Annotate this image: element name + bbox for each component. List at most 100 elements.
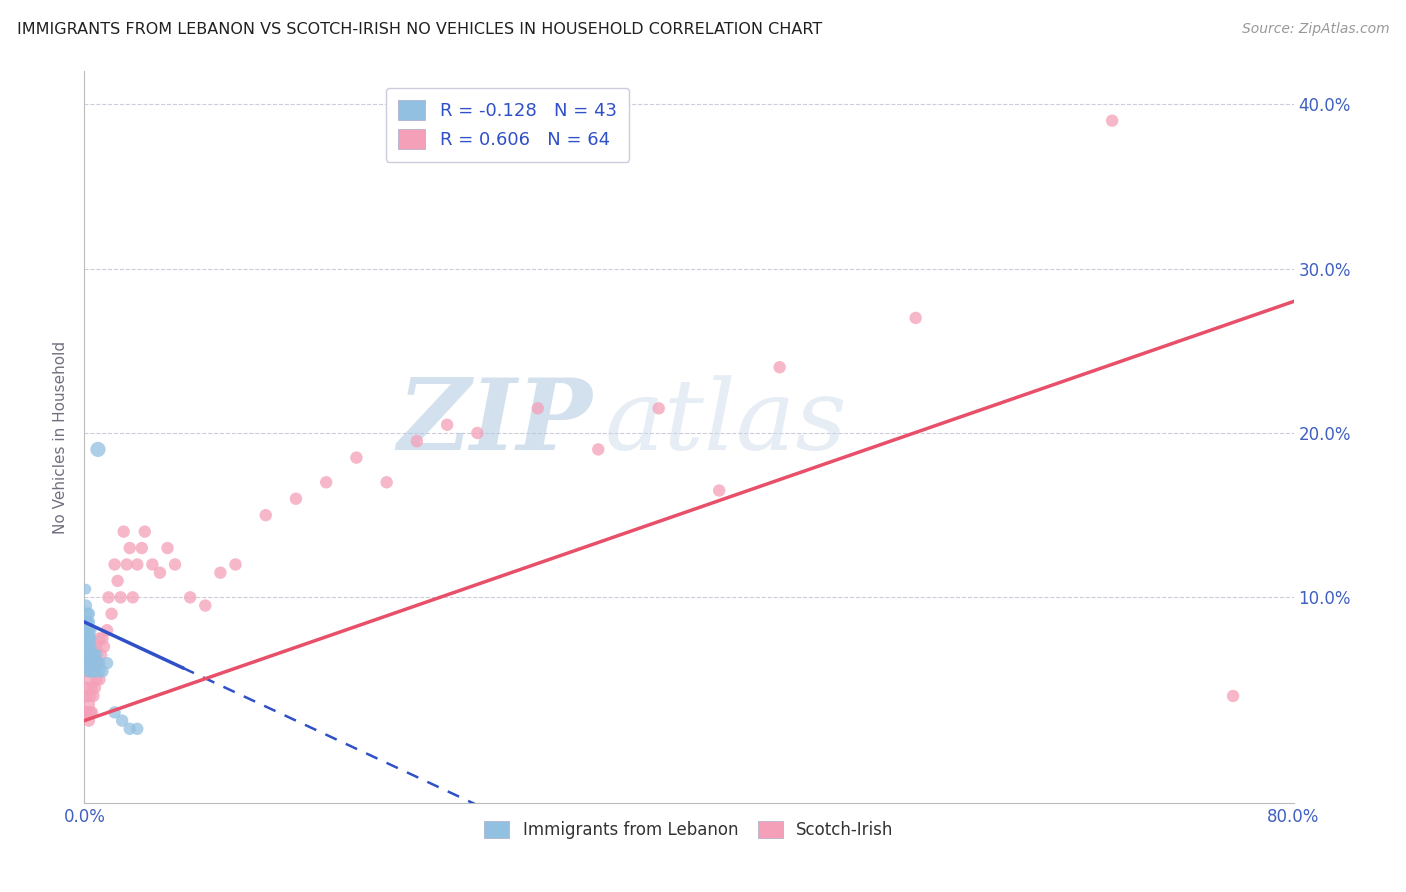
Point [115, 558, 138, 572]
Point [104, 706, 127, 720]
Point [80, 648, 103, 662]
Point [76, 615, 98, 629]
Point [87, 656, 110, 670]
Point [97, 591, 120, 605]
Point [76, 656, 98, 670]
Point [588, 442, 610, 457]
Point [76, 681, 98, 695]
Text: ZIP: ZIP [398, 375, 592, 471]
Point [86, 656, 108, 670]
Point [87, 442, 110, 457]
Point [127, 558, 149, 572]
Point [76, 632, 98, 646]
Point [194, 599, 217, 613]
Point [769, 360, 792, 375]
Point [75, 582, 97, 596]
Point [527, 401, 550, 416]
Point [225, 558, 247, 572]
Point [77, 615, 100, 629]
Point [77, 640, 100, 654]
Point [436, 417, 458, 432]
Point [75, 615, 97, 629]
Y-axis label: No Vehicles in Household: No Vehicles in Household [53, 341, 69, 533]
Point [84, 648, 107, 662]
Point [79, 689, 101, 703]
Point [648, 401, 671, 416]
Point [131, 541, 153, 555]
Text: Source: ZipAtlas.com: Source: ZipAtlas.com [1241, 22, 1389, 37]
Point [79, 706, 101, 720]
Point [84, 681, 107, 695]
Legend: Immigrants from Lebanon, Scotch-Irish: Immigrants from Lebanon, Scotch-Irish [478, 814, 900, 846]
Point [77, 624, 100, 638]
Point [76, 648, 98, 662]
Point [86, 673, 108, 687]
Point [375, 475, 398, 490]
Point [904, 310, 927, 325]
Point [79, 665, 101, 679]
Point [75, 648, 97, 662]
Point [84, 665, 107, 679]
Point [111, 714, 134, 728]
Point [91, 632, 114, 646]
Point [134, 524, 156, 539]
Point [80, 656, 103, 670]
Point [80, 706, 103, 720]
Point [89, 656, 111, 670]
Point [79, 624, 101, 638]
Point [82, 656, 104, 670]
Point [118, 722, 141, 736]
Point [76, 607, 98, 621]
Point [80, 681, 103, 695]
Point [77, 673, 100, 687]
Point [100, 607, 122, 621]
Point [91, 665, 114, 679]
Point [165, 558, 187, 572]
Point [118, 541, 141, 555]
Point [149, 566, 172, 580]
Point [82, 689, 104, 703]
Point [110, 591, 132, 605]
Point [77, 648, 100, 662]
Point [209, 566, 232, 580]
Point [79, 632, 101, 646]
Point [121, 591, 143, 605]
Point [79, 648, 101, 662]
Point [107, 574, 129, 588]
Point [80, 656, 103, 670]
Point [77, 632, 100, 646]
Point [96, 656, 118, 670]
Point [90, 648, 112, 662]
Point [346, 450, 368, 465]
Point [254, 508, 277, 523]
Point [467, 425, 489, 440]
Point [76, 624, 98, 638]
Point [285, 491, 308, 506]
Point [76, 640, 98, 654]
Point [79, 656, 101, 670]
Point [86, 648, 108, 662]
Point [127, 722, 149, 736]
Point [82, 648, 104, 662]
Point [79, 656, 101, 670]
Point [104, 558, 127, 572]
Point [89, 673, 111, 687]
Point [75, 706, 97, 720]
Point [86, 640, 108, 654]
Point [77, 656, 100, 670]
Point [77, 714, 100, 728]
Point [406, 434, 429, 449]
Point [80, 640, 103, 654]
Point [1101, 113, 1123, 128]
Point [76, 706, 98, 720]
Point [76, 665, 98, 679]
Point [75, 632, 97, 646]
Point [141, 558, 163, 572]
Point [82, 656, 104, 670]
Point [75, 689, 97, 703]
Text: atlas: atlas [605, 375, 846, 470]
Point [82, 665, 104, 679]
Point [79, 640, 101, 654]
Text: IMMIGRANTS FROM LEBANON VS SCOTCH-IRISH NO VEHICLES IN HOUSEHOLD CORRELATION CHA: IMMIGRANTS FROM LEBANON VS SCOTCH-IRISH … [17, 22, 823, 37]
Point [179, 591, 201, 605]
